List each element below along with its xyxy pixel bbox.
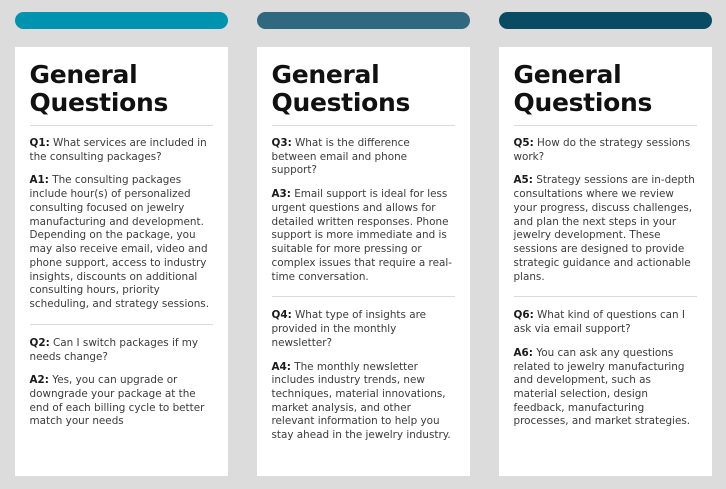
- answer-label: A5:: [513, 174, 533, 187]
- question-label: Q3:: [271, 137, 292, 149]
- question-body: Can I switch packages if my needs change…: [29, 336, 199, 363]
- question-label: Q2:: [29, 336, 50, 349]
- entry-divider: [513, 296, 697, 298]
- answer-text: A6: You can ask any questions related to…: [514, 347, 697, 429]
- faq-entry: Q2: Can I switch packages if my needs ch…: [30, 337, 213, 429]
- question-body: What kind of questions can I ask via ema…: [513, 309, 685, 336]
- entry-divider: [271, 296, 455, 298]
- faq-column-2: General Questions Q3: What is the differ…: [242, 47, 484, 477]
- answer-label: A6:: [513, 346, 533, 359]
- question-text: Q5: How do the strategy sessions work?: [514, 137, 697, 164]
- question-label: Q6:: [513, 309, 534, 322]
- card-title: General Questions: [271, 60, 411, 117]
- question-label: Q5:: [513, 137, 534, 149]
- faq-entry: Q4: What type of insights are provided i…: [272, 309, 455, 443]
- answer-text: A4: The monthly newsletter includes indu…: [272, 361, 455, 443]
- answer-text: A5: Strategy sessions are in-depth consu…: [514, 174, 697, 284]
- faq-card-2: General Questions Q3: What is the differ…: [256, 47, 470, 476]
- answer-text: A2: Yes, you can upgrade or downgrade yo…: [30, 374, 213, 429]
- answer-label: A1:: [29, 174, 49, 187]
- accent-bar-3: [498, 12, 712, 29]
- question-body: How do the strategy sessions work?: [513, 137, 691, 163]
- question-text: Q4: What type of insights are provided i…: [272, 309, 455, 350]
- question-body: What type of insights are provided in th…: [271, 309, 427, 349]
- answer-text: A3: Email support is ideal for less urge…: [272, 188, 455, 284]
- accent-bar-slot-3: [484, 12, 726, 30]
- answer-body: Email support is ideal for less urgent q…: [271, 188, 453, 283]
- question-body: What is the difference between email and…: [271, 137, 410, 177]
- answer-body: The consulting packages include hour(s) …: [29, 174, 210, 311]
- title-divider: [271, 125, 455, 126]
- faq-entry: Q1: What services are included in the co…: [30, 137, 213, 312]
- question-text: Q6: What kind of questions can I ask via…: [514, 309, 697, 336]
- accent-bar-slot-2: [242, 12, 484, 30]
- question-text: Q1: What services are included in the co…: [30, 137, 213, 164]
- question-text: Q3: What is the difference between email…: [272, 137, 455, 178]
- question-text: Q2: Can I switch packages if my needs ch…: [30, 337, 213, 364]
- accent-bar-slot-1: [0, 12, 242, 30]
- answer-body: The monthly newsletter includes industry…: [271, 360, 451, 442]
- entry-divider: [29, 323, 213, 325]
- faq-card-3: General Questions Q5: How do the strateg…: [498, 47, 712, 476]
- faq-entry: Q3: What is the difference between email…: [272, 137, 455, 284]
- answer-label: A3:: [271, 188, 291, 201]
- faq-card-row: General Questions Q1: What services are …: [0, 47, 726, 477]
- answer-body: You can ask any questions related to jew…: [513, 346, 691, 428]
- accent-bar-1: [14, 12, 228, 29]
- card-title: General Questions: [29, 60, 169, 117]
- title-divider: [513, 125, 697, 126]
- accent-bar-row: [0, 12, 726, 30]
- question-body: What services are included in the consul…: [29, 137, 207, 163]
- answer-label: A4:: [271, 360, 291, 373]
- faq-entry: Q5: How do the strategy sessions work? A…: [514, 137, 697, 284]
- answer-text: A1: The consulting packages include hour…: [30, 174, 213, 311]
- answer-body: Strategy sessions are in-depth consultat…: [513, 174, 695, 283]
- card-title: General Questions: [513, 60, 653, 117]
- answer-label: A2:: [29, 374, 49, 387]
- accent-bar-2: [256, 12, 470, 29]
- faq-entry: Q6: What kind of questions can I ask via…: [514, 309, 697, 429]
- question-label: Q4:: [271, 309, 292, 322]
- title-divider: [29, 125, 213, 126]
- answer-body: Yes, you can upgrade or downgrade your p…: [29, 374, 205, 428]
- faq-column-3: General Questions Q5: How do the strateg…: [484, 47, 726, 477]
- question-label: Q1:: [29, 137, 50, 149]
- faq-card-1: General Questions Q1: What services are …: [14, 47, 228, 476]
- faq-column-1: General Questions Q1: What services are …: [0, 47, 242, 477]
